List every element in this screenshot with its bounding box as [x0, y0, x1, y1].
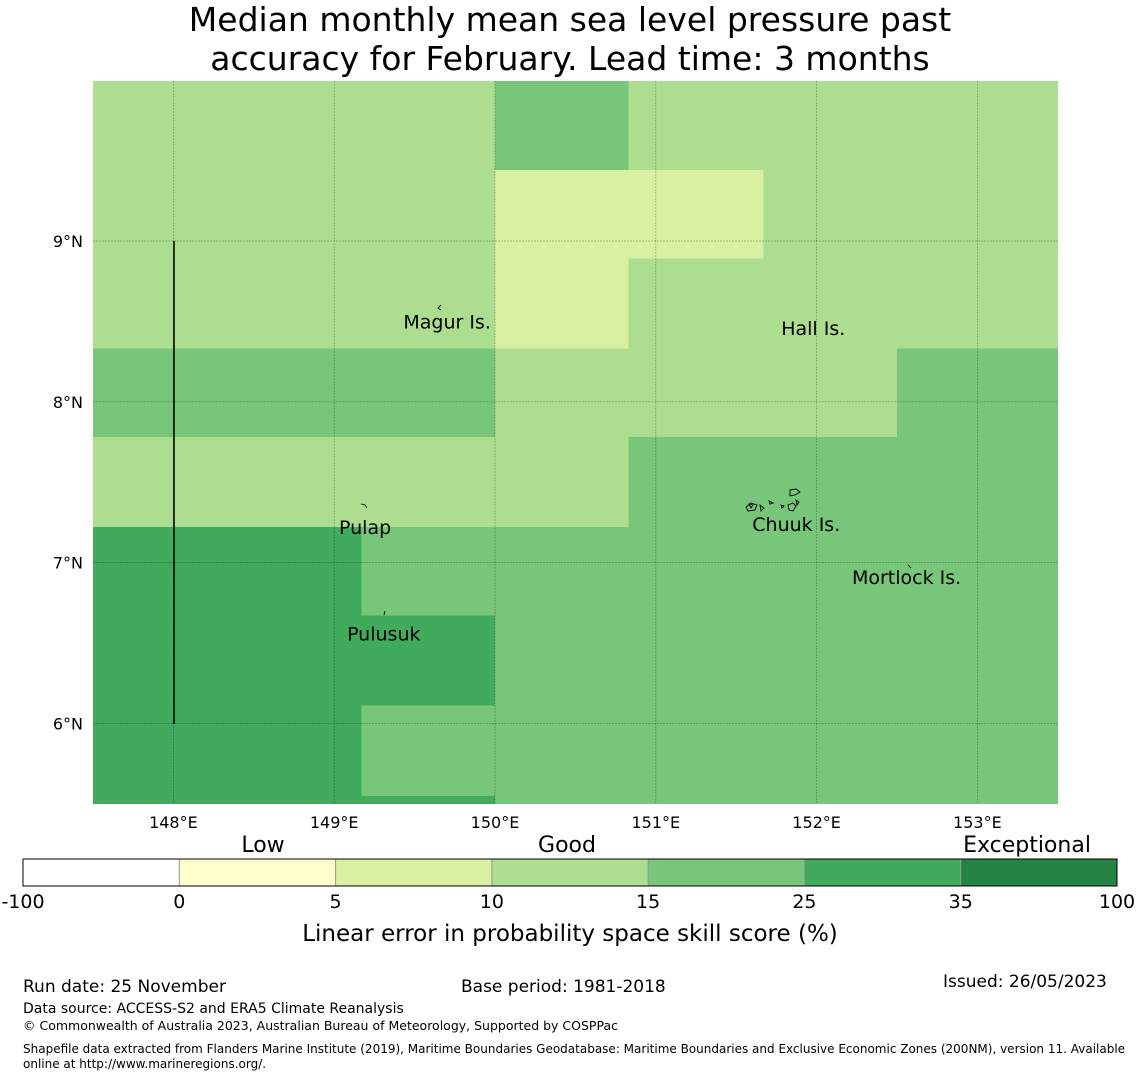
- colorbar-tick-label: 25: [792, 891, 816, 913]
- axis-labels-layer: 148°E 149°E 150°E 151°E 152°E 153°E 9°N 8°N 7°N 6…: [53, 232, 1002, 832]
- skill-cell: [361, 705, 495, 796]
- skill-cell: [628, 258, 1058, 349]
- colorbar: -100 0 5 10 15 25 35 100 Low Good Exceptional Linea…: [1, 833, 1135, 947]
- base-period-text: Base period: 1981-2018: [461, 977, 666, 997]
- colorbar-axis-label: Linear error in probability space skill …: [302, 921, 838, 947]
- pulusuk-island-outline: [383, 610, 386, 616]
- skill-cell: [628, 437, 1058, 528]
- latitude-tick-label: 6°N: [53, 714, 83, 733]
- map-title-line-2: accuracy for February. Lead time: 3 mont…: [210, 39, 930, 78]
- colorbar-category-label: Good: [538, 833, 596, 858]
- shapefile-credit-line-1: Shapefile data extracted from Flanders M…: [23, 1042, 1126, 1056]
- skill-cell: [763, 170, 1058, 259]
- place-label: Chuuk Is.: [752, 514, 840, 536]
- longitude-tick-label: 149°E: [310, 813, 359, 832]
- colorbar-bin: [335, 859, 492, 886]
- longitude-tick-label: 148°E: [149, 813, 198, 832]
- data-source-text: Data source: ACCESS-S2 and ERA5 Climate …: [23, 1001, 404, 1017]
- skill-cell: [495, 258, 629, 349]
- colorbar-tick-label: 35: [949, 891, 973, 913]
- longitude-tick-label: 151°E: [631, 813, 680, 832]
- colorbar-bin: [648, 859, 805, 886]
- colorbar-bin: [179, 859, 336, 886]
- longitude-tick-label: 152°E: [792, 813, 841, 832]
- skill-cell: [495, 170, 764, 259]
- colorbar-tick-label: 5: [330, 891, 342, 913]
- map-title-line-1: Median monthly mean sea level pressure p…: [188, 0, 952, 39]
- skill-cells-layer: [93, 81, 1058, 804]
- colorbar-bin: [23, 859, 180, 886]
- colorbar-tick-label: 100: [1099, 891, 1135, 913]
- issued-date-text: Issued: 26/05/2023: [943, 972, 1107, 992]
- graticule-layer: [93, 81, 1058, 804]
- skill-cell: [361, 527, 495, 616]
- colorbar-category-label: Low: [241, 833, 284, 858]
- place-label: Pulusuk: [347, 623, 420, 645]
- colorbar-tick-label: 15: [636, 891, 660, 913]
- place-label: Mortlock Is.: [852, 567, 961, 589]
- island-outlines-layer: [360, 304, 912, 616]
- copyright-text: © Commonwealth of Australia 2023, Austra…: [23, 1018, 618, 1033]
- skill-cell: [93, 348, 495, 438]
- place-label: Magur Is.: [403, 311, 491, 333]
- colorbar-bin: [491, 859, 649, 886]
- place-label: Hall Is.: [781, 318, 845, 340]
- place-label: Pulap: [339, 517, 391, 539]
- latitude-tick-label: 9°N: [53, 232, 83, 251]
- skill-cell: [93, 527, 362, 804]
- latitude-tick-label: 7°N: [53, 554, 83, 573]
- skill-cell: [361, 795, 495, 804]
- skill-cell: [495, 527, 1058, 804]
- place-labels-layer: Magur Is. Hall Is. Pulap Chuuk Is. Mortlock …: [339, 311, 961, 645]
- colorbar-tick-label: 0: [173, 891, 185, 913]
- skill-cell: [495, 81, 629, 171]
- colorbar-outline: [22, 858, 1118, 887]
- skill-cell: [628, 81, 1058, 171]
- chuuk-lagoon-outline: [745, 488, 801, 512]
- skill-cell: [93, 81, 495, 349]
- skill-cell: [361, 615, 495, 706]
- colorbar-category-label: Exceptional: [963, 833, 1091, 858]
- skill-cell: [93, 437, 629, 528]
- map-title: Median monthly mean sea level pressure p…: [0, 0, 1140, 78]
- colorbar-tick-label: -100: [1, 891, 44, 913]
- run-date-text: Run date: 25 November: [23, 977, 226, 997]
- colorbar-tick-label: 10: [480, 891, 504, 913]
- skill-cell: [897, 348, 1058, 438]
- pulap-island-outline: [360, 503, 368, 509]
- colorbar-bin: [804, 859, 961, 886]
- colorbar-bin: [960, 859, 1117, 886]
- mortlock-island-outline: [907, 564, 912, 569]
- skill-cell: [495, 348, 897, 438]
- latitude-tick-label: 8°N: [53, 393, 83, 412]
- longitude-tick-label: 153°E: [953, 813, 1002, 832]
- magur-island-outline: [437, 304, 442, 311]
- longitude-tick-label: 150°E: [471, 813, 520, 832]
- shapefile-credit-line-2: online at http://www.marineregions.org/.: [23, 1057, 267, 1071]
